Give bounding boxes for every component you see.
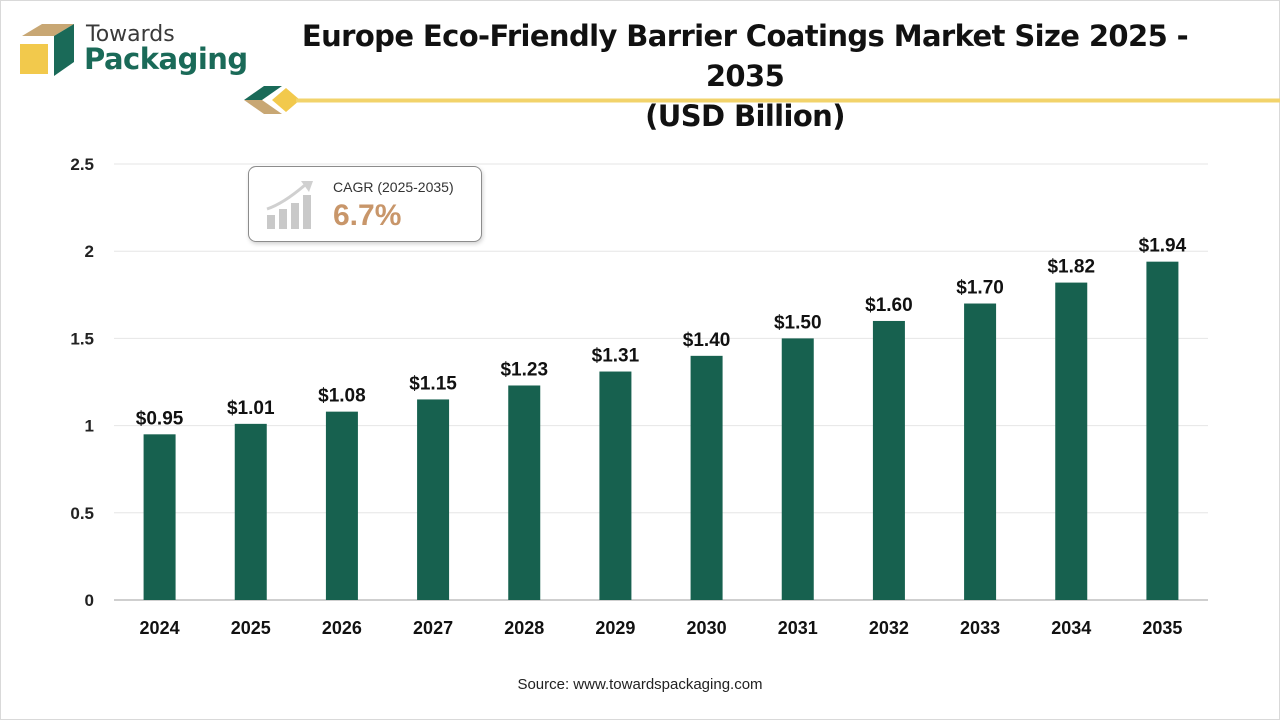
gridlines (114, 163, 1208, 601)
x-tick-label-2029: 2029 (595, 618, 635, 638)
x-tick-label-2024: 2024 (140, 618, 180, 638)
bar-2029 (599, 371, 632, 600)
bar-2024 (143, 434, 176, 600)
y-tick-label: 2 (85, 242, 94, 261)
bar-2030 (690, 355, 723, 600)
chart-subtitle: (USD Billion) (645, 99, 845, 133)
bar-2025 (234, 423, 267, 600)
growth-chart-icon (266, 181, 313, 229)
data-label-2034: $1.82 (1047, 257, 1095, 278)
y-tick-label: 1 (85, 417, 94, 436)
x-tick-label-2027: 2027 (413, 618, 453, 638)
data-labels: $0.95 $1.01 $1.08 $1.15 $1.23 $1.31 $1.40 $1.50… (136, 236, 1187, 430)
y-tick-label: 0 (85, 591, 94, 610)
brand-name-line1: Towards (86, 22, 175, 47)
x-tick-label-2025: 2025 (231, 618, 271, 638)
brand-name-line2: Packaging (84, 42, 248, 76)
bars (143, 261, 1179, 600)
y-axis-ticks: 0 0.5 1 1.5 2 2.5 (70, 155, 94, 610)
y-tick-label: 1.5 (70, 329, 94, 348)
data-label-2035: $1.94 (1139, 236, 1187, 257)
data-label-2031: $1.50 (774, 312, 822, 333)
bar-2026 (325, 411, 358, 600)
data-label-2025: $1.01 (227, 398, 275, 419)
cagr-value: 6.7% (333, 199, 402, 232)
bar-2032 (872, 320, 905, 600)
bar-2034 (1055, 282, 1088, 600)
title-underline-decoration (244, 86, 1280, 114)
cagr-label: CAGR (2025-2035) (333, 179, 454, 195)
bar-2033 (964, 303, 997, 600)
data-label-2033: $1.70 (956, 278, 1004, 299)
bar-2031 (781, 338, 814, 600)
x-tick-label-2035: 2035 (1142, 618, 1182, 638)
cube-logo-icon (20, 24, 74, 76)
data-label-2026: $1.08 (318, 386, 366, 407)
x-tick-label-2031: 2031 (778, 618, 818, 638)
bar-2027 (417, 399, 450, 600)
x-tick-label-2034: 2034 (1051, 618, 1091, 638)
data-label-2032: $1.60 (865, 295, 913, 316)
data-label-2027: $1.15 (409, 373, 457, 394)
y-tick-label: 0.5 (70, 504, 94, 523)
x-tick-label-2030: 2030 (687, 618, 727, 638)
data-label-2029: $1.31 (592, 346, 640, 367)
x-tick-label-2026: 2026 (322, 618, 362, 638)
chart-title-main: Europe Eco-Friendly Barrier Coatings Mar… (301, 19, 1189, 93)
data-label-2030: $1.40 (683, 330, 731, 351)
brand-logo: Towards Packaging (18, 22, 248, 82)
data-label-2028: $1.23 (500, 359, 548, 380)
bar-2028 (508, 385, 541, 600)
x-tick-label-2032: 2032 (869, 618, 909, 638)
chart-title: Europe Eco-Friendly Barrier Coatings Mar… (290, 16, 1200, 136)
x-axis-ticks: 2024 2025 2026 2027 2028 2029 2030 2031 2032 2033… (140, 618, 1183, 638)
bar-2035 (1146, 261, 1179, 600)
y-tick-label: 2.5 (70, 155, 94, 174)
source-note: Source: www.towardspackaging.com (517, 676, 763, 693)
cagr-callout: CAGR (2025-2035) 6.7% (248, 166, 482, 242)
data-label-2024: $0.95 (136, 408, 184, 429)
x-tick-label-2033: 2033 (960, 618, 1000, 638)
x-tick-label-2028: 2028 (504, 618, 544, 638)
